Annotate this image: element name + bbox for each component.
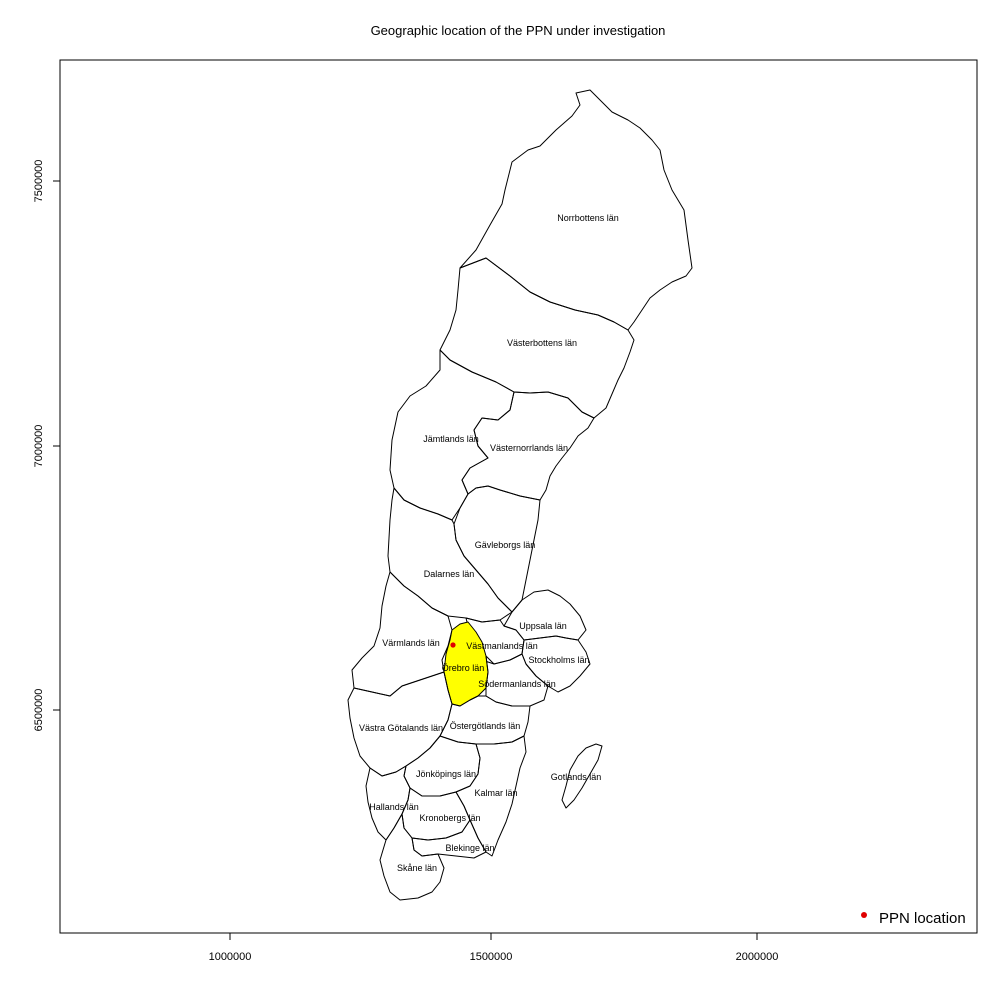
- county-label: Västmanlands län: [466, 641, 538, 651]
- map-title: Geographic location of the PPN under inv…: [371, 23, 666, 38]
- county-label: Västerbottens län: [507, 338, 577, 348]
- county-dalarna: [387, 487, 513, 623]
- county-label: Södermanlands län: [478, 679, 556, 689]
- county-label: Gotlands län: [551, 772, 602, 782]
- county-label: Västernorrlands län: [490, 443, 568, 453]
- county-label: Östergötlands län: [450, 721, 521, 731]
- county-labels: Norrbottens län Västerbottens län Jämtla…: [359, 213, 619, 873]
- county-label: Jämtlands län: [423, 434, 479, 444]
- x-axis: 1000000 1500000 2000000: [209, 932, 779, 963]
- county-label: Gävleborgs län: [475, 540, 536, 550]
- county-label: Hallands län: [369, 802, 419, 812]
- county-kalmar: [455, 735, 527, 857]
- county-label: Västra Götalands län: [359, 723, 443, 733]
- y-axis: 6500000 7000000 7500000: [33, 160, 61, 732]
- county-varmland: [351, 571, 453, 697]
- county-uppsala: [503, 589, 587, 641]
- county-label: Dalarnes län: [424, 569, 475, 579]
- county-skane: [379, 813, 445, 901]
- county-norrbotten: [459, 89, 693, 331]
- county-polygons: [347, 89, 693, 901]
- county-label: Värmlands län: [382, 638, 440, 648]
- y-tick-label: 7500000: [33, 160, 45, 203]
- county-label: Kalmar län: [474, 788, 517, 798]
- county-gotland: [561, 743, 603, 809]
- legend-marker: [861, 912, 867, 918]
- x-tick-label: 1500000: [470, 951, 513, 963]
- county-label: Stockholms län: [528, 655, 589, 665]
- county-label: Blekinge län: [445, 843, 494, 853]
- ppn-location-marker: [450, 642, 456, 648]
- county-label: Kronobergs län: [419, 813, 480, 823]
- legend: PPN location: [861, 910, 966, 927]
- x-tick-label: 1000000: [209, 951, 252, 963]
- x-tick-label: 2000000: [736, 951, 779, 963]
- plot-frame: [59, 59, 978, 934]
- y-tick-label: 7000000: [33, 425, 45, 468]
- legend-label: PPN location: [879, 910, 966, 927]
- county-label: Skåne län: [397, 863, 437, 873]
- county-label: Örebro län: [442, 663, 485, 673]
- county-label: Uppsala län: [519, 621, 567, 631]
- county-label: Norrbottens län: [557, 213, 619, 223]
- county-sodermanland: [485, 653, 549, 707]
- county-label: Jönköpings län: [416, 769, 476, 779]
- y-tick-label: 6500000: [33, 689, 45, 732]
